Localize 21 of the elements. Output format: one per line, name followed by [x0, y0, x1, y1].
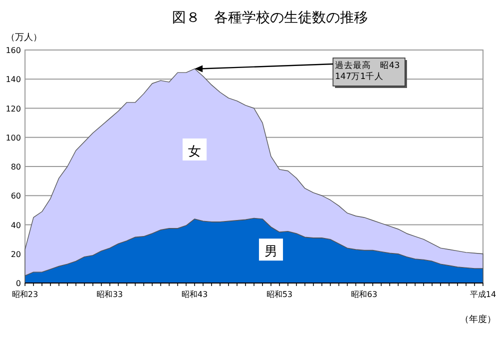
x-tick-label: 昭和33 [96, 290, 123, 299]
y-tick-label: 100 [6, 133, 21, 142]
annotation: 過去最高 昭43 147万1千人 [335, 60, 400, 82]
series-label: 女 [188, 144, 202, 160]
y-tick-label: 140 [6, 75, 21, 84]
y-axis-title: （万人） [6, 32, 42, 43]
y-tick-label: 0 [16, 279, 21, 288]
y-tick-label: 60 [10, 192, 21, 201]
chart-title: 図８ 各種学校の生徒数の推移 [172, 10, 368, 26]
y-tick-label: 120 [6, 104, 21, 114]
x-tick-label: 平成14 [470, 290, 496, 299]
x-tick-label: 昭和43 [182, 290, 208, 299]
x-axis-title: （年度） [460, 314, 496, 325]
y-tick-label: 80 [10, 162, 21, 172]
x-tick-label: 昭和53 [266, 290, 293, 299]
y-tick-label: 160 [6, 46, 21, 55]
y-tick-label: 40 [10, 220, 21, 230]
x-tick-label: 昭和23 [12, 290, 38, 299]
y-tick-label: 20 [10, 250, 21, 259]
series-label: 男 [264, 244, 278, 260]
x-tick-label: 昭和63 [351, 290, 378, 299]
